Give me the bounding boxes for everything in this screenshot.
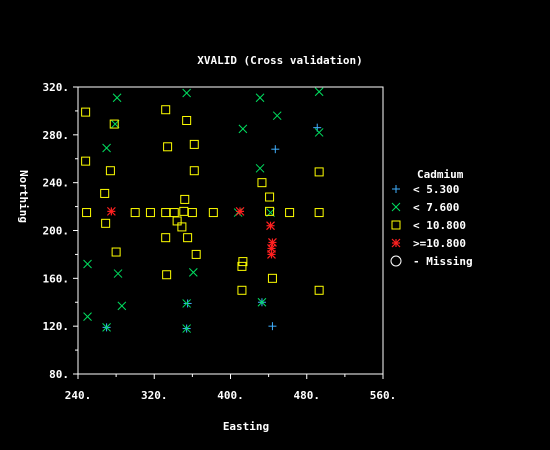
x-tick-label: 240. <box>65 389 92 402</box>
data-point-square <box>105 166 115 176</box>
data-point-x <box>83 259 92 269</box>
y-tick-label: 80. <box>49 368 69 381</box>
data-point-square <box>189 166 199 176</box>
legend-entry-label: < 10.800 <box>413 219 466 232</box>
y-axis-label-text: Northing <box>17 170 30 223</box>
data-point-x <box>238 124 248 134</box>
data-point-square <box>208 208 218 218</box>
data-point-square <box>161 105 171 115</box>
data-point-star <box>266 221 275 231</box>
data-point-square <box>177 222 187 232</box>
x-tick-label: 480. <box>294 389 321 402</box>
data-point-x <box>314 128 324 137</box>
data-point-square <box>183 233 193 243</box>
data-point-square <box>314 285 324 295</box>
chart-title: XVALID (Cross validation) <box>197 54 363 67</box>
x-axis-label: Easting <box>223 420 269 433</box>
data-point-square <box>265 206 275 216</box>
data-point-square <box>191 249 201 259</box>
data-point-x <box>113 269 123 278</box>
data-point-square <box>180 194 190 204</box>
data-point-x <box>255 163 265 173</box>
data-point-x <box>182 299 192 308</box>
legend-marker-square <box>391 220 401 230</box>
data-point-star <box>267 249 276 259</box>
data-point-x <box>102 323 111 332</box>
x-tick-label: 400. <box>217 389 244 402</box>
legend-entry-label: < 7.600 <box>413 201 459 214</box>
legend-title: Cadmium <box>417 168 464 181</box>
data-point-square <box>267 273 277 283</box>
legend-entry-label: < 5.300 <box>413 183 459 196</box>
legend-marker-star <box>391 238 401 248</box>
data-point-square <box>111 247 121 257</box>
data-point-x <box>112 93 122 103</box>
data-point-square <box>257 178 267 188</box>
x-axis: 240. 320. 400. 480. 560. <box>65 374 397 402</box>
data-point-square <box>81 156 91 166</box>
y-axis-label: Northing <box>17 170 30 223</box>
data-point-plus <box>271 145 280 154</box>
data-point-square <box>285 208 295 218</box>
y-tick-label: 240. <box>43 177 70 190</box>
data-point-square <box>162 270 172 280</box>
y-tick-label: 120. <box>43 320 70 333</box>
data-point-plus <box>268 322 277 331</box>
legend-marker-circle <box>390 255 402 267</box>
y-tick-label: 200. <box>43 225 70 238</box>
legend-marker-plus <box>392 185 400 193</box>
data-point-square <box>189 139 199 149</box>
data-point-square <box>100 188 110 198</box>
data-point-square <box>187 208 197 218</box>
data-points <box>81 87 324 333</box>
data-point-square <box>314 208 324 218</box>
data-point-square <box>163 142 173 152</box>
data-point-x <box>257 297 267 307</box>
legend-entry-label: >=10.800 <box>413 237 466 250</box>
x-tick-label: 320. <box>141 389 168 402</box>
data-point-square <box>161 233 171 243</box>
data-point-square <box>314 167 324 177</box>
data-point-star <box>106 206 116 216</box>
data-point-star <box>235 206 245 216</box>
data-point-square <box>101 218 111 228</box>
data-point-x <box>102 143 111 153</box>
data-point-square <box>172 216 182 226</box>
data-point-x <box>182 88 192 98</box>
data-point-x <box>314 87 324 97</box>
data-point-square <box>237 285 247 295</box>
x-tick-label: 560. <box>370 389 397 402</box>
legend: Cadmium < 5.300 < 7.600 < 10.800 >=10.800 - … <box>390 168 473 268</box>
legend-entry-label: - Missing <box>413 255 473 268</box>
data-point-x <box>83 312 92 321</box>
y-tick-label: 320. <box>43 81 70 94</box>
data-point-square <box>145 208 155 218</box>
data-point-square <box>265 192 275 202</box>
data-point-square <box>237 261 247 271</box>
data-point-x <box>272 111 282 121</box>
data-point-x <box>188 268 198 277</box>
y-tick-label: 160. <box>43 272 70 285</box>
data-point-square <box>182 115 192 125</box>
data-point-square <box>130 208 140 218</box>
data-point-square <box>238 257 248 267</box>
data-point-square <box>82 208 92 218</box>
data-point-square <box>179 206 189 216</box>
y-tick-label: 280. <box>43 129 70 142</box>
y-axis: 80. 120. 160. 200. 240. 280. 320. <box>43 81 78 381</box>
data-point-x <box>182 324 192 333</box>
data-point-square <box>81 107 91 117</box>
data-point-plus <box>183 299 192 308</box>
legend-marker-x <box>391 202 401 212</box>
data-point-x <box>117 301 127 311</box>
data-point-square <box>109 119 119 129</box>
data-point-x <box>255 93 265 103</box>
data-point-square <box>161 208 171 218</box>
